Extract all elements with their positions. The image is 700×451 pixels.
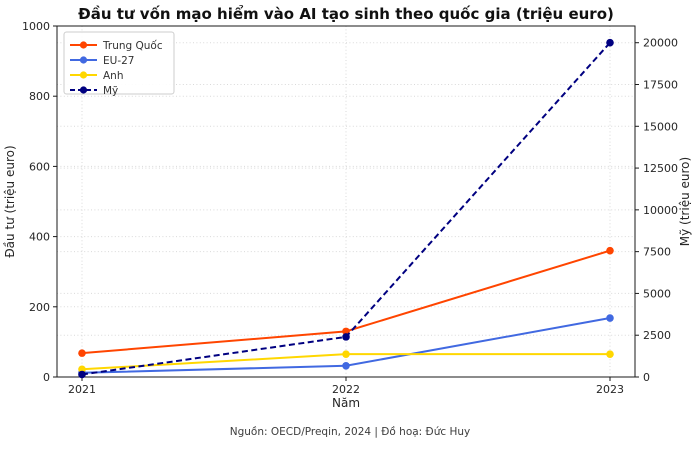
series-eu-27 bbox=[78, 314, 614, 377]
data-point bbox=[606, 246, 614, 255]
legend-label: Anh bbox=[103, 70, 124, 82]
legend-item-trung-quoc: Trung Quốc bbox=[70, 40, 163, 52]
right-tick-label: 5000 bbox=[643, 287, 671, 300]
left-tick-label: 0 bbox=[43, 371, 50, 384]
right-tick-label: 15000 bbox=[643, 120, 678, 133]
series-my bbox=[78, 38, 614, 379]
series-anh bbox=[78, 350, 614, 374]
right-tick-label: 10000 bbox=[643, 204, 678, 217]
x-tick-label: 2022 bbox=[332, 383, 360, 396]
data-point bbox=[606, 350, 614, 358]
legend-label: Mỹ bbox=[103, 85, 118, 97]
data-point bbox=[342, 361, 350, 370]
left-tick-label: 600 bbox=[29, 160, 50, 173]
data-point bbox=[342, 333, 350, 341]
x-tick-label: 2021 bbox=[68, 383, 96, 396]
left-tick-label: 1000 bbox=[22, 20, 50, 33]
data-point bbox=[606, 314, 614, 322]
legend: Trung Quốc EU-27 Anh Mỹ bbox=[63, 31, 175, 97]
left-tick-label: 800 bbox=[29, 90, 50, 103]
data-point bbox=[342, 327, 350, 336]
legend-label: EU-27 bbox=[103, 55, 134, 67]
legend-marker bbox=[79, 71, 88, 79]
data-point bbox=[78, 370, 86, 379]
x-tick-label: 2023 bbox=[596, 383, 624, 396]
axis-ticks bbox=[53, 25, 639, 381]
legend-item-my: Mỹ bbox=[70, 85, 118, 97]
y-axis-label-right: Mỹ (triệu euro) bbox=[678, 157, 692, 246]
source-caption: Nguồn: OECD/Preqin, 2024 | Đồ hoạ: Đức H… bbox=[229, 426, 471, 438]
right-tick-label: 7500 bbox=[643, 246, 671, 259]
y-axis-label-left: Đầu tư (triệu euro) bbox=[3, 145, 17, 257]
right-tick-label: 2500 bbox=[643, 329, 671, 342]
left-tick-label: 200 bbox=[29, 301, 50, 314]
legend-marker bbox=[79, 86, 88, 94]
legend-marker bbox=[79, 56, 88, 64]
legend-label: Trung Quốc bbox=[102, 40, 163, 52]
right-tick-label: 12500 bbox=[643, 162, 678, 175]
left-tick-label: 400 bbox=[29, 231, 50, 244]
data-point bbox=[606, 38, 614, 47]
legend-item-eu-27: EU-27 bbox=[70, 55, 134, 67]
x-axis-label: Năm bbox=[332, 396, 360, 410]
legend-box bbox=[63, 31, 175, 95]
legend-marker bbox=[79, 41, 88, 49]
series-trung-quoc bbox=[78, 246, 614, 357]
tick-labels: 0200400600800100002500500075001000012500… bbox=[22, 20, 678, 396]
right-tick-label: 17500 bbox=[643, 79, 678, 92]
right-tick-label: 20000 bbox=[643, 37, 678, 50]
data-point bbox=[342, 350, 350, 358]
data-point bbox=[78, 365, 86, 374]
chart-title: Đầu tư vốn mạo hiểm vào AI tạo sinh theo… bbox=[78, 5, 614, 23]
legend-item-anh: Anh bbox=[70, 70, 124, 82]
data-point bbox=[78, 349, 86, 357]
right-tick-label: 0 bbox=[643, 371, 650, 384]
